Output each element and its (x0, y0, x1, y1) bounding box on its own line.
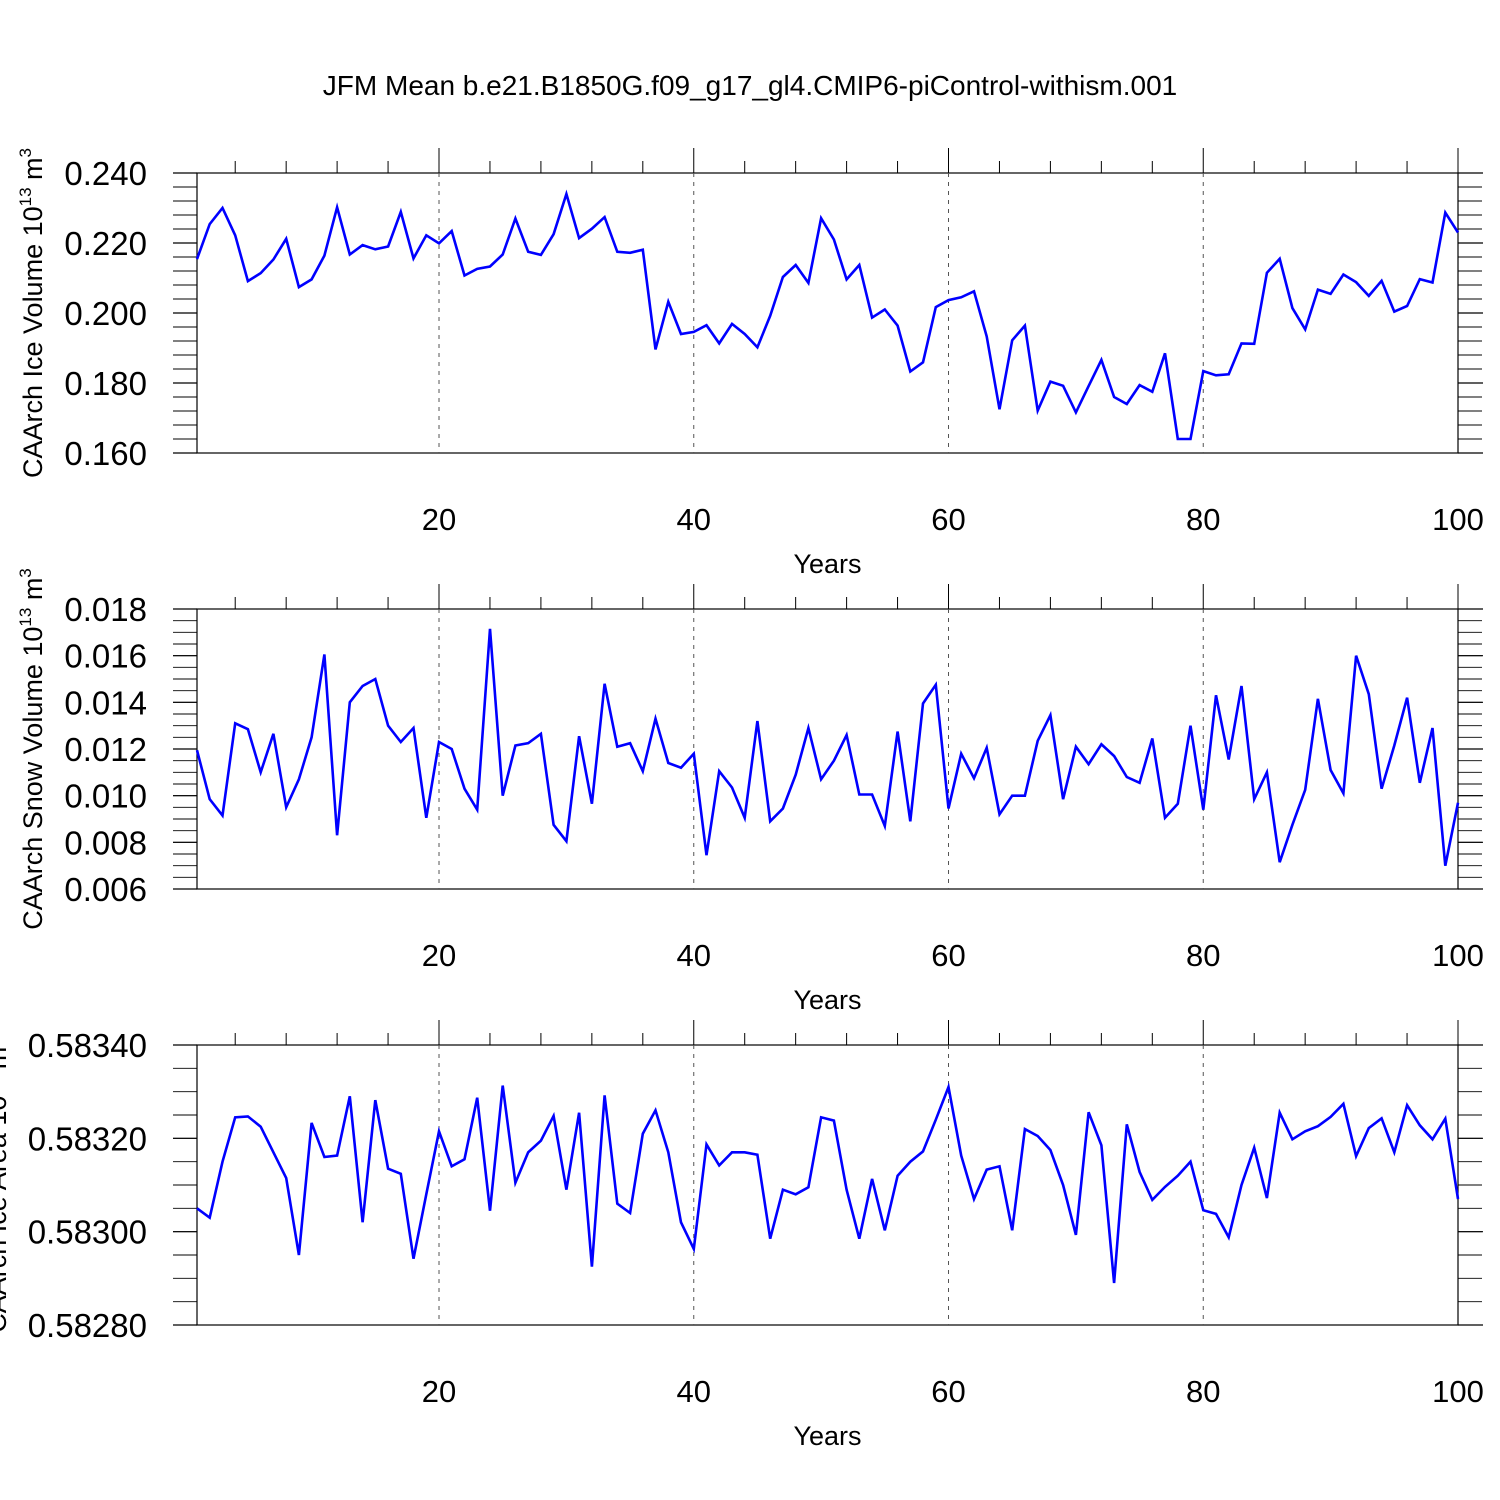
y-tick-label: 0.012 (64, 731, 147, 768)
y-tick-label: 0.180 (64, 365, 147, 402)
x-tick-label: 60 (931, 502, 965, 537)
chart-panel-1: 20 40 60 80 100 Years 0.160 0.180 0.200 0.220 0.24… (16, 148, 1484, 579)
x-tick-label: 40 (677, 1374, 711, 1409)
series-line (195, 189, 1460, 441)
y-tick-label: 0.58320 (28, 1120, 147, 1157)
plot-frame (196, 172, 1459, 454)
y-tick-label: 0.006 (64, 871, 147, 908)
y-tick-label: 0.220 (64, 225, 147, 262)
x-tick-label: 60 (931, 1374, 965, 1409)
y-tick-label: 0.014 (64, 684, 147, 721)
y-tick-label: 0.010 (64, 778, 147, 815)
x-axis-title: Years (793, 985, 861, 1015)
y-tick-label: 0.016 (64, 638, 147, 675)
y-tick-label: 0.58340 (28, 1027, 147, 1064)
y-tick-label: 0.008 (64, 824, 147, 861)
x-tick-label: 20 (422, 502, 456, 537)
y-tick-label: 0.018 (64, 591, 147, 628)
y-tick-label: 0.58300 (28, 1214, 147, 1251)
x-tick-label: 80 (1186, 938, 1220, 973)
x-axis-title: Years (793, 549, 861, 579)
chart-panel-3: 20 40 60 80 100 Years 0.58280 0.58300 0.58320 0.5… (0, 1020, 1484, 1451)
x-tick-label: 20 (422, 1374, 456, 1409)
x-tick-label: 20 (422, 938, 456, 973)
x-tick-label: 80 (1186, 1374, 1220, 1409)
x-axis-title: Years (793, 1421, 861, 1451)
y-axis-title: CAArch Ice Area 1013 m2 (0, 1037, 12, 1333)
x-tick-label: 100 (1432, 1374, 1484, 1409)
y-tick-label: 0.58280 (28, 1307, 147, 1344)
x-tick-label: 40 (677, 938, 711, 973)
y-axis-title: CAArch Ice Volume 1013 m3 (16, 148, 48, 478)
y-tick-label: 0.160 (64, 435, 147, 472)
y-tick-label: 0.240 (64, 155, 147, 192)
x-tick-label: 60 (931, 938, 965, 973)
x-tick-label: 100 (1432, 938, 1484, 973)
series-line (195, 628, 1460, 866)
series-line (196, 1082, 1460, 1284)
y-axis-title: CAArch Snow Volume 1013 m3 (16, 568, 48, 930)
y-tick-label: 0.200 (64, 295, 147, 332)
x-tick-label: 40 (677, 502, 711, 537)
x-tick-label: 80 (1186, 502, 1220, 537)
page-title: JFM Mean b.e21.B1850G.f09_g17_gl4.CMIP6-… (322, 70, 1178, 101)
plot-frame (196, 608, 1459, 890)
chart-panel-2: 20 40 60 80 100 Years 0.006 0.008 0.010 0.012 0.01… (16, 568, 1484, 1015)
x-tick-label: 100 (1432, 502, 1484, 537)
